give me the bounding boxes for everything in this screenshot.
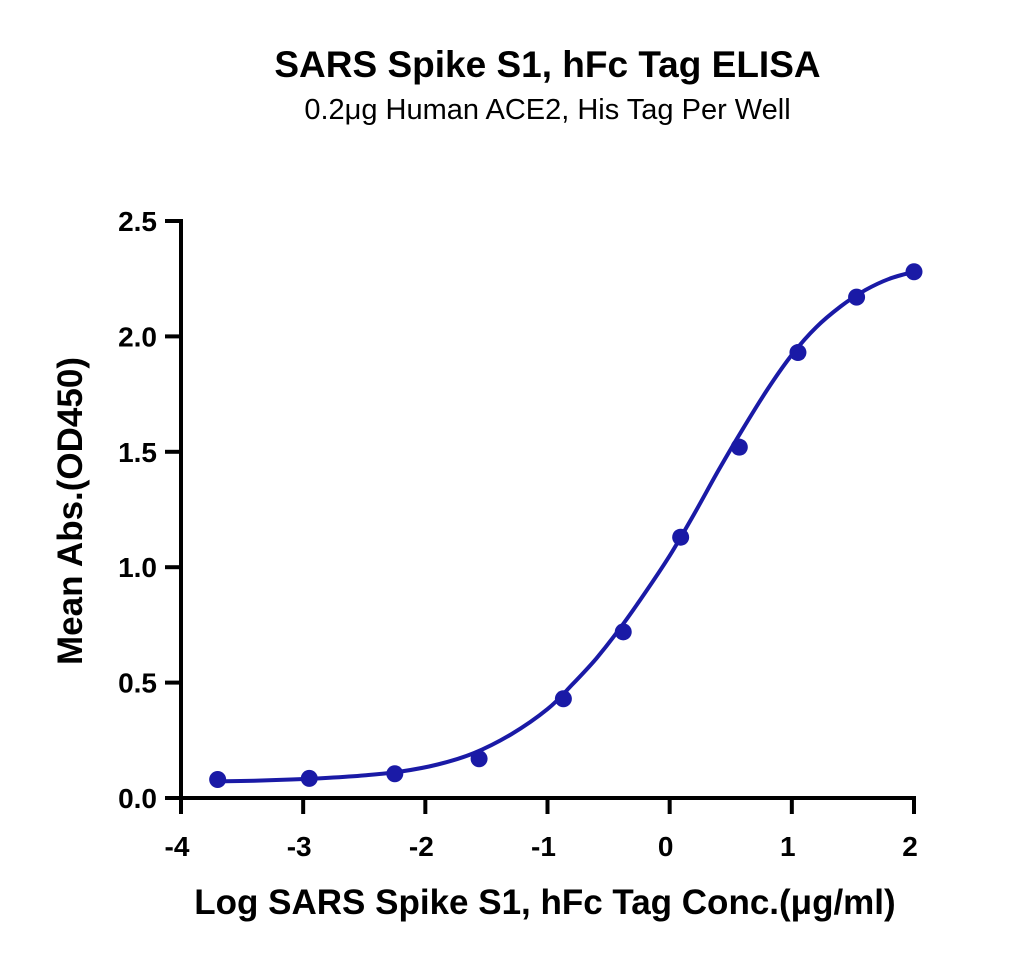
data-point [386,765,404,783]
data-point [905,263,923,281]
x-tick-label: -1 [531,831,556,862]
x-tick-label: 2 [902,831,918,862]
chart-subtitle: 0.2μg Human ACE2, His Tag Per Well [304,94,791,126]
y-tick-label: 0.5 [118,668,157,699]
data-point [848,288,866,306]
y-tick-label: 0.0 [118,783,157,814]
data-point [672,528,690,546]
data-point [730,438,748,456]
x-tick-label: -3 [287,831,312,862]
x-tick-label: -4 [165,831,190,862]
y-tick-label: 2.0 [118,321,157,352]
y-tick-label: 1.5 [118,437,157,468]
x-tick-label: 0 [658,831,674,862]
data-point [300,769,318,787]
chart-title: SARS Spike S1, hFc Tag ELISA [274,44,821,85]
data-point [614,623,632,641]
x-tick-label: 1 [780,831,796,862]
x-tick-label: -2 [409,831,434,862]
x-axis-title: Log SARS Spike S1, hFc Tag Conc.(μg/ml) [194,883,895,922]
data-point [789,344,807,362]
data-point [554,690,572,708]
axes: 0.0 0.5 1.0 1.5 2.0 2.5 -4 -3 -2 -1 0 1 2 [118,206,918,862]
data-points-layer [209,263,923,789]
y-tick-label: 1.0 [118,552,157,583]
y-tick-label: 2.5 [118,206,157,237]
data-point [470,750,488,768]
y-axis-title: Mean Abs.(OD450) [51,357,90,665]
data-point [209,771,227,789]
